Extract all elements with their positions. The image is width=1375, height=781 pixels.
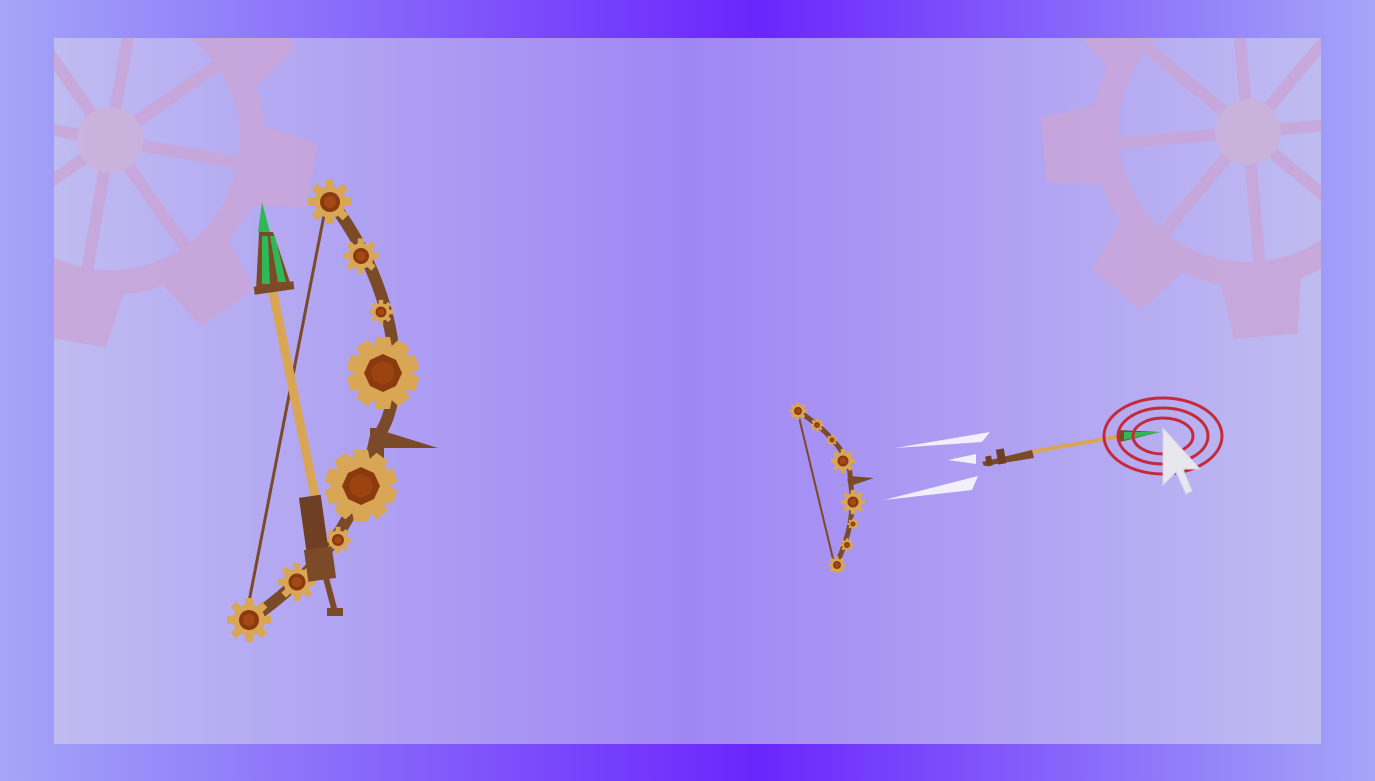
mouse-pointer-icon: [1162, 426, 1202, 495]
large-bow-icon: [227, 180, 438, 642]
small-bow-icon: [789, 402, 874, 574]
motion-lines: [884, 432, 990, 500]
